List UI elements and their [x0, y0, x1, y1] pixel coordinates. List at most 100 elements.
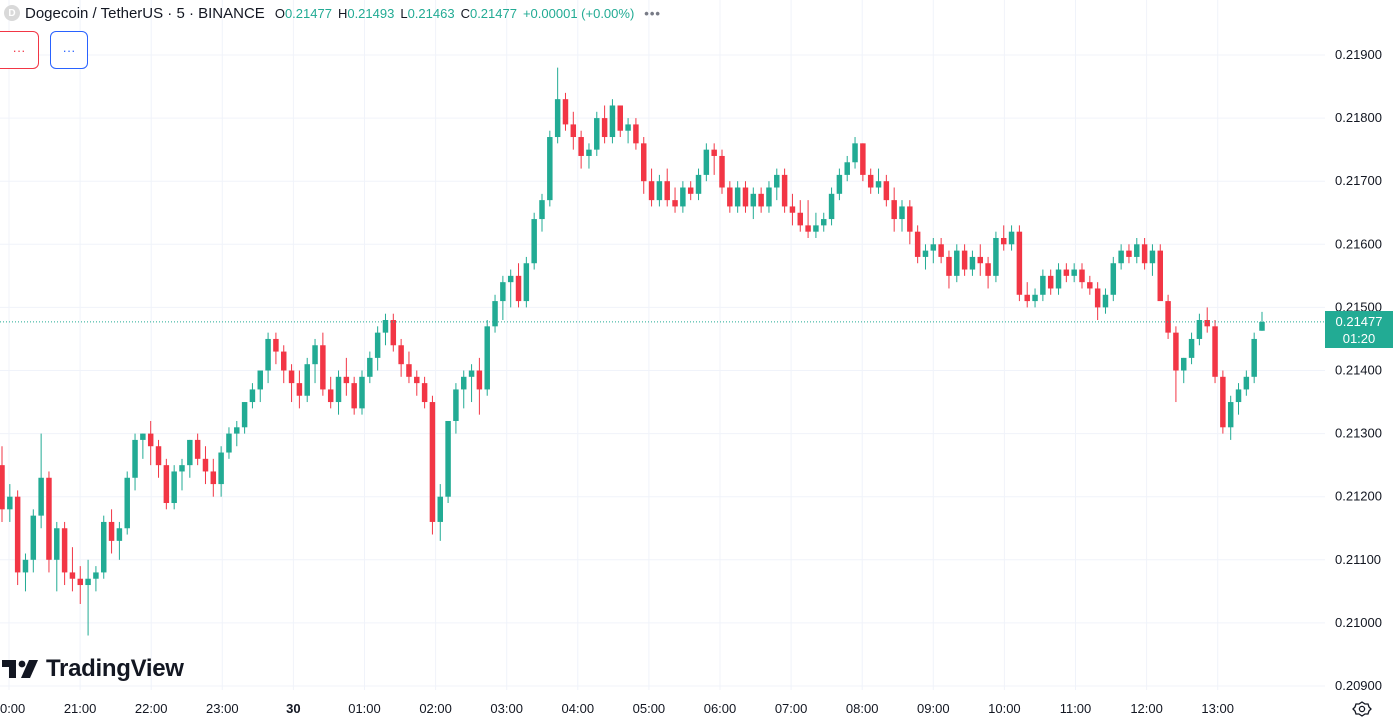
tradingview-logo[interactable]: TradingView: [2, 655, 184, 683]
candle: [241, 402, 248, 434]
indicator-button-red[interactable]: ···: [0, 31, 39, 69]
candle: [648, 168, 655, 207]
candle-body: [492, 301, 498, 327]
candle: [867, 168, 874, 194]
candle: [985, 256, 991, 289]
candle: [77, 566, 83, 604]
candle: [1188, 332, 1195, 365]
candle-body: [1149, 250, 1156, 264]
candle-body: [304, 364, 310, 396]
candle: [7, 484, 13, 522]
candle: [476, 357, 483, 415]
candle-body: [30, 515, 37, 560]
candle: [601, 105, 608, 144]
candle-body: [922, 250, 929, 257]
candle: [226, 427, 232, 459]
candle: [891, 187, 897, 232]
candle: [954, 244, 960, 283]
candle-body: [147, 433, 154, 447]
candle-body: [1181, 357, 1187, 371]
candle-body: [993, 237, 999, 276]
candle-body: [1079, 269, 1085, 283]
candle-body: [687, 187, 694, 194]
candle: [742, 181, 749, 213]
settings-icon[interactable]: [1351, 700, 1373, 718]
candle: [382, 313, 389, 346]
candle: [641, 137, 647, 194]
candle-body: [0, 465, 5, 510]
candle-body: [1173, 332, 1179, 371]
candle-body: [1087, 282, 1093, 289]
candle: [1212, 320, 1218, 384]
candle-body: [828, 193, 835, 220]
candle: [468, 364, 475, 403]
candle: [61, 521, 68, 586]
candle-body: [163, 465, 170, 504]
candle-body: [601, 118, 608, 138]
candle: [343, 357, 350, 396]
indicator-button-blue[interactable]: ···: [50, 31, 88, 69]
candle: [507, 269, 514, 308]
candle: [461, 370, 467, 409]
time-axis[interactable]: 20:00 21:00 22:00 23:00 30 01:00 02:00 03:00 04:…: [0, 701, 1234, 716]
bar-countdown: 01:20: [1342, 331, 1376, 346]
candle-body: [648, 181, 655, 201]
candle-body: [969, 256, 976, 270]
candle-body: [711, 149, 717, 156]
low-value: L0.21463: [400, 5, 455, 21]
candle: [414, 370, 420, 396]
candle-body: [985, 263, 991, 276]
candle: [1134, 237, 1140, 264]
candle: [1235, 383, 1242, 415]
candle-body: [523, 263, 530, 302]
candle: [367, 351, 373, 384]
candle-body: [844, 162, 850, 175]
candle: [1032, 288, 1038, 308]
high-value: H0.21493: [337, 5, 395, 21]
candle: [155, 439, 162, 478]
price-tick-label: 0.21500: [1335, 299, 1382, 314]
candle-body: [414, 376, 420, 384]
candle: [930, 237, 937, 264]
candle: [609, 99, 616, 144]
candle: [1102, 288, 1109, 314]
candle-body: [429, 402, 436, 522]
candle-body: [234, 427, 240, 434]
candle-body: [265, 338, 271, 371]
candle: [93, 566, 99, 592]
candle: [1204, 307, 1210, 333]
candle-body: [664, 181, 670, 201]
candle: [38, 433, 44, 529]
candle-body: [116, 528, 123, 541]
symbol-title[interactable]: Dogecoin / TetherUS · 5 · BINANCE: [25, 4, 265, 22]
candle: [1126, 244, 1132, 264]
time-tick-label: 23:00: [206, 701, 239, 716]
candle-body: [1008, 231, 1015, 245]
candle-body: [954, 250, 960, 276]
candle-body: [61, 528, 68, 573]
candle-body: [335, 376, 342, 403]
time-tick-label: 22:00: [135, 701, 168, 716]
candle: [1227, 395, 1234, 440]
candle-body: [1220, 376, 1226, 428]
candle: [821, 212, 827, 232]
candle-body: [594, 118, 600, 150]
candle: [30, 509, 37, 573]
candle: [304, 357, 310, 403]
candle-body: [875, 181, 882, 188]
candle-body: [281, 351, 287, 371]
candle: [758, 187, 764, 213]
candle-body: [38, 477, 44, 516]
more-options-icon[interactable]: •••: [644, 5, 661, 21]
candle-body: [1102, 294, 1109, 308]
candle: [1173, 326, 1179, 403]
candle-body: [327, 389, 334, 403]
price-axis[interactable]: 0.219000.218000.217000.216000.215000.214…: [1335, 47, 1382, 693]
candle: [828, 187, 835, 226]
candle: [617, 105, 623, 138]
candle-body: [226, 433, 232, 453]
candle: [1118, 244, 1124, 270]
candle: [844, 155, 850, 182]
price-tick-label: 0.21800: [1335, 110, 1382, 125]
